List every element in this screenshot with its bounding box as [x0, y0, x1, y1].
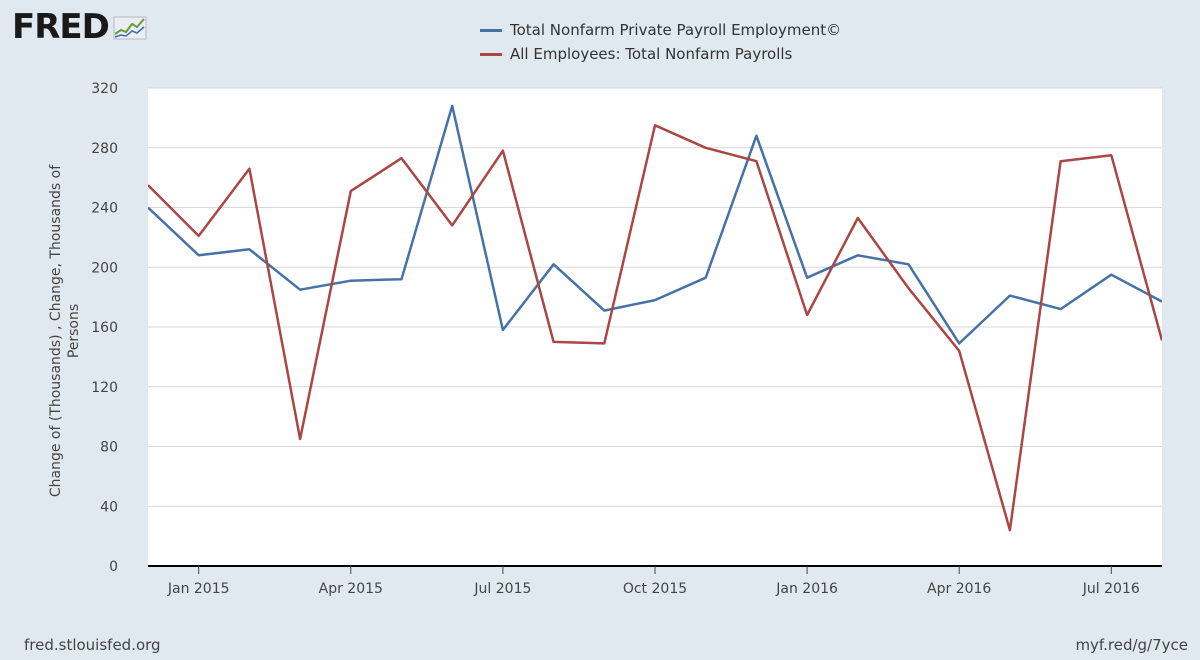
legend-label-series-2: All Employees: Total Nonfarm Payrolls: [510, 45, 793, 63]
y-tick-label: 200: [91, 260, 118, 276]
y-axis-label-line: Persons: [66, 304, 82, 358]
legend-item-series-1[interactable]: Total Nonfarm Private Payroll Employment…: [480, 18, 841, 42]
x-tick-label: Jan 2016: [775, 581, 838, 597]
fred-logo-text: FRED: [12, 7, 110, 47]
series-line-1: [148, 104, 1162, 345]
y-tick-label: 320: [91, 81, 118, 97]
x-tick-label: Jul 2016: [1082, 581, 1140, 597]
fred-sparkline-icon: [113, 16, 147, 40]
y-tick-label: 240: [91, 201, 118, 217]
legend-swatch-series-1: [480, 28, 502, 32]
y-tick-label: 0: [109, 559, 118, 575]
chart-legend: Total Nonfarm Private Payroll Employment…: [480, 18, 841, 66]
x-tick-label: Apr 2015: [319, 581, 383, 597]
line-chart: 0 40 80 120 160 200 240 280 320 Jan 2015 Apr 2015 J…: [48, 81, 1162, 597]
x-tick-label: Jan 2015: [167, 581, 230, 597]
legend-item-series-2[interactable]: All Employees: Total Nonfarm Payrolls: [480, 42, 841, 66]
y-tick-label: 80: [100, 440, 118, 456]
footer-short-link[interactable]: myf.red/g/7yce: [1075, 636, 1188, 654]
fred-logo[interactable]: FRED: [12, 10, 147, 44]
footer-source-link[interactable]: fred.stlouisfed.org: [24, 636, 161, 654]
y-tick-label: 160: [91, 320, 118, 336]
x-tick-label: Oct 2015: [623, 581, 687, 597]
y-axis-label: Change of (Thousands) , Change, Thousand…: [48, 164, 82, 497]
y-axis-label-line: Change of (Thousands) , Change, Thousand…: [48, 164, 64, 497]
legend-swatch-series-2: [480, 52, 502, 56]
y-tick-label: 40: [100, 499, 118, 515]
legend-label-series-1: Total Nonfarm Private Payroll Employment…: [510, 21, 842, 39]
x-tick-label: Jul 2015: [473, 581, 531, 597]
y-tick-label: 120: [91, 380, 118, 396]
x-tick-label: Apr 2016: [927, 581, 991, 597]
y-tick-label: 280: [91, 141, 118, 157]
series-line-2: [148, 124, 1162, 532]
